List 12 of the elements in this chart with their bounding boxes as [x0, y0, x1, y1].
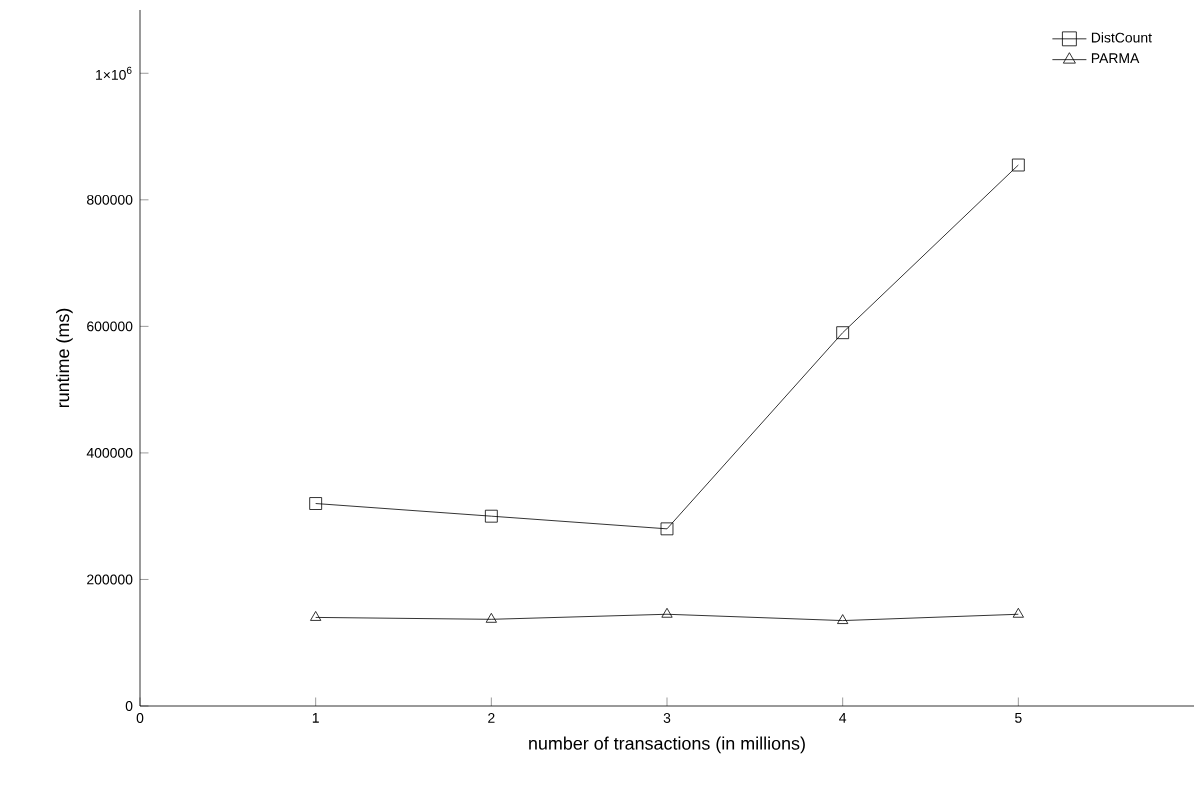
point — [1011, 158, 1025, 172]
point — [309, 497, 323, 510]
point — [660, 522, 674, 536]
point — [837, 614, 849, 624]
point — [661, 607, 673, 618]
point — [1012, 607, 1024, 618]
point — [485, 612, 497, 623]
point — [310, 611, 322, 621]
x-axis-title: number of transactions (in millions) — [529, 736, 805, 754]
y-axis-title: runtime (ms) — [56, 308, 73, 408]
point — [484, 509, 498, 523]
point — [836, 326, 850, 340]
